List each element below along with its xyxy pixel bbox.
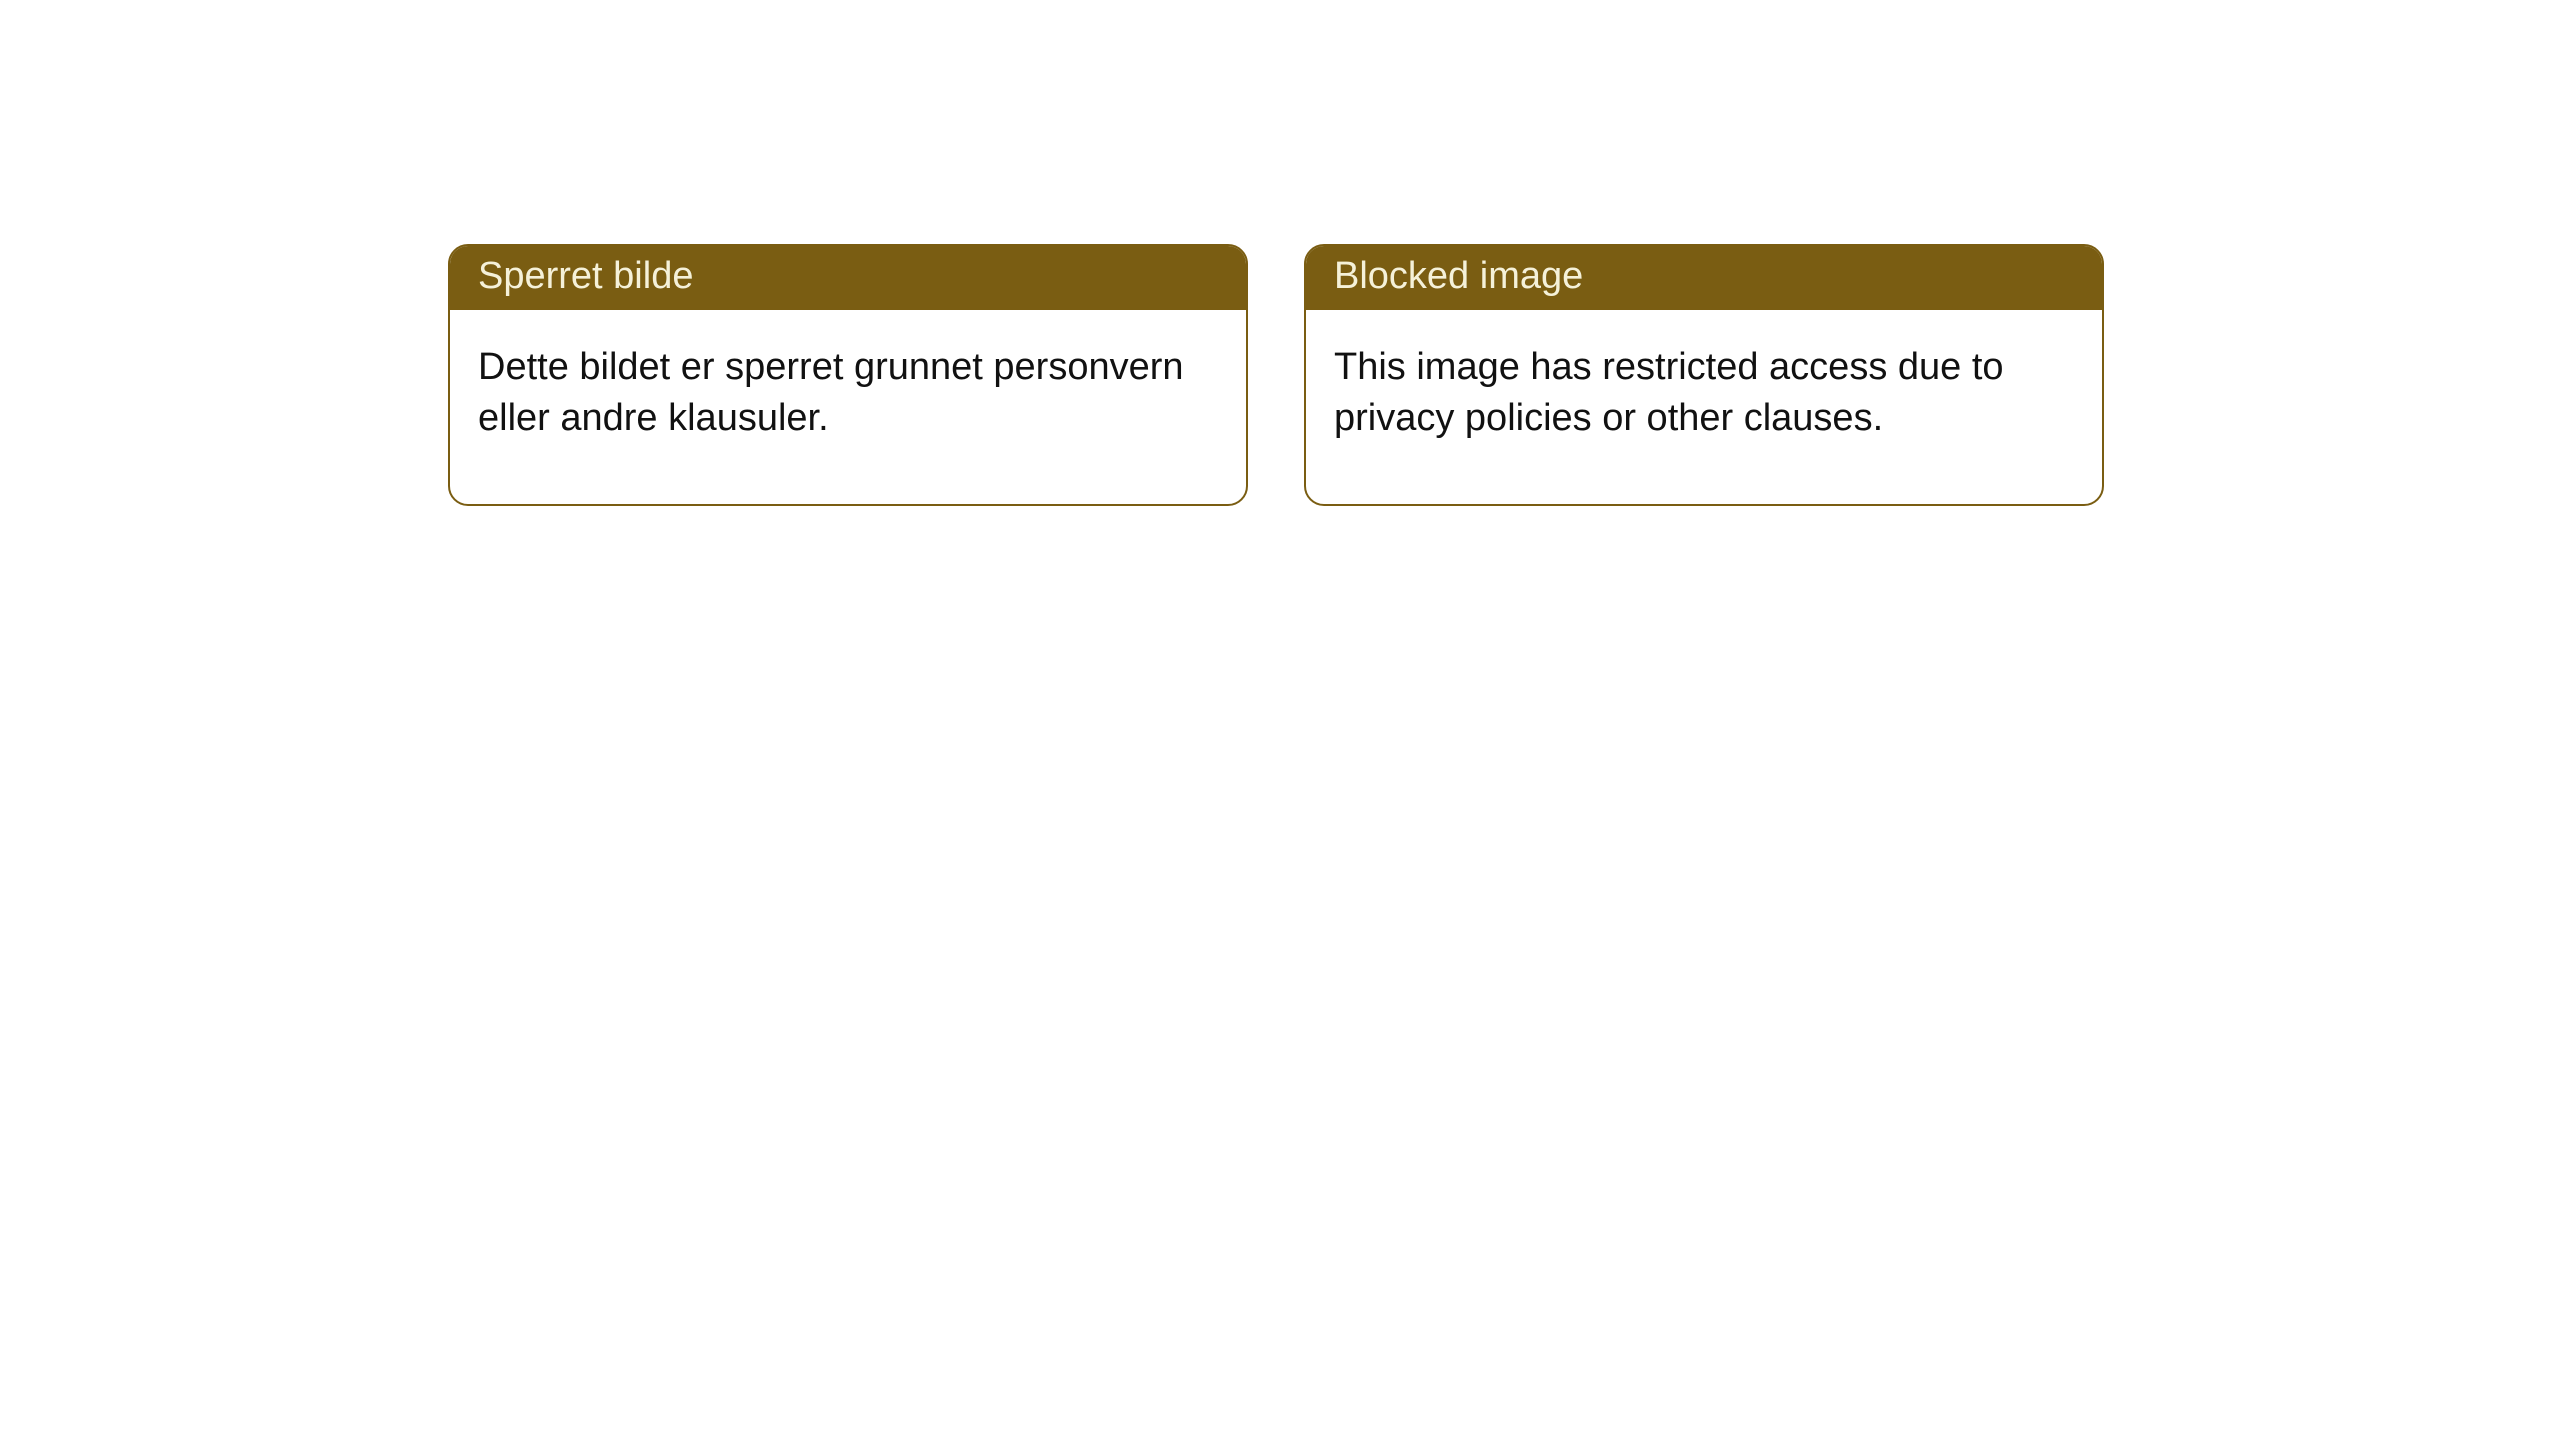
- card-sperret-bilde: Sperret bilde Dette bildet er sperret gr…: [448, 244, 1248, 506]
- card-header: Sperret bilde: [450, 246, 1246, 310]
- card-header: Blocked image: [1306, 246, 2102, 310]
- notice-container: Sperret bilde Dette bildet er sperret gr…: [0, 0, 2560, 506]
- card-blocked-image: Blocked image This image has restricted …: [1304, 244, 2104, 506]
- card-body: Dette bildet er sperret grunnet personve…: [450, 310, 1246, 505]
- card-body: This image has restricted access due to …: [1306, 310, 2102, 505]
